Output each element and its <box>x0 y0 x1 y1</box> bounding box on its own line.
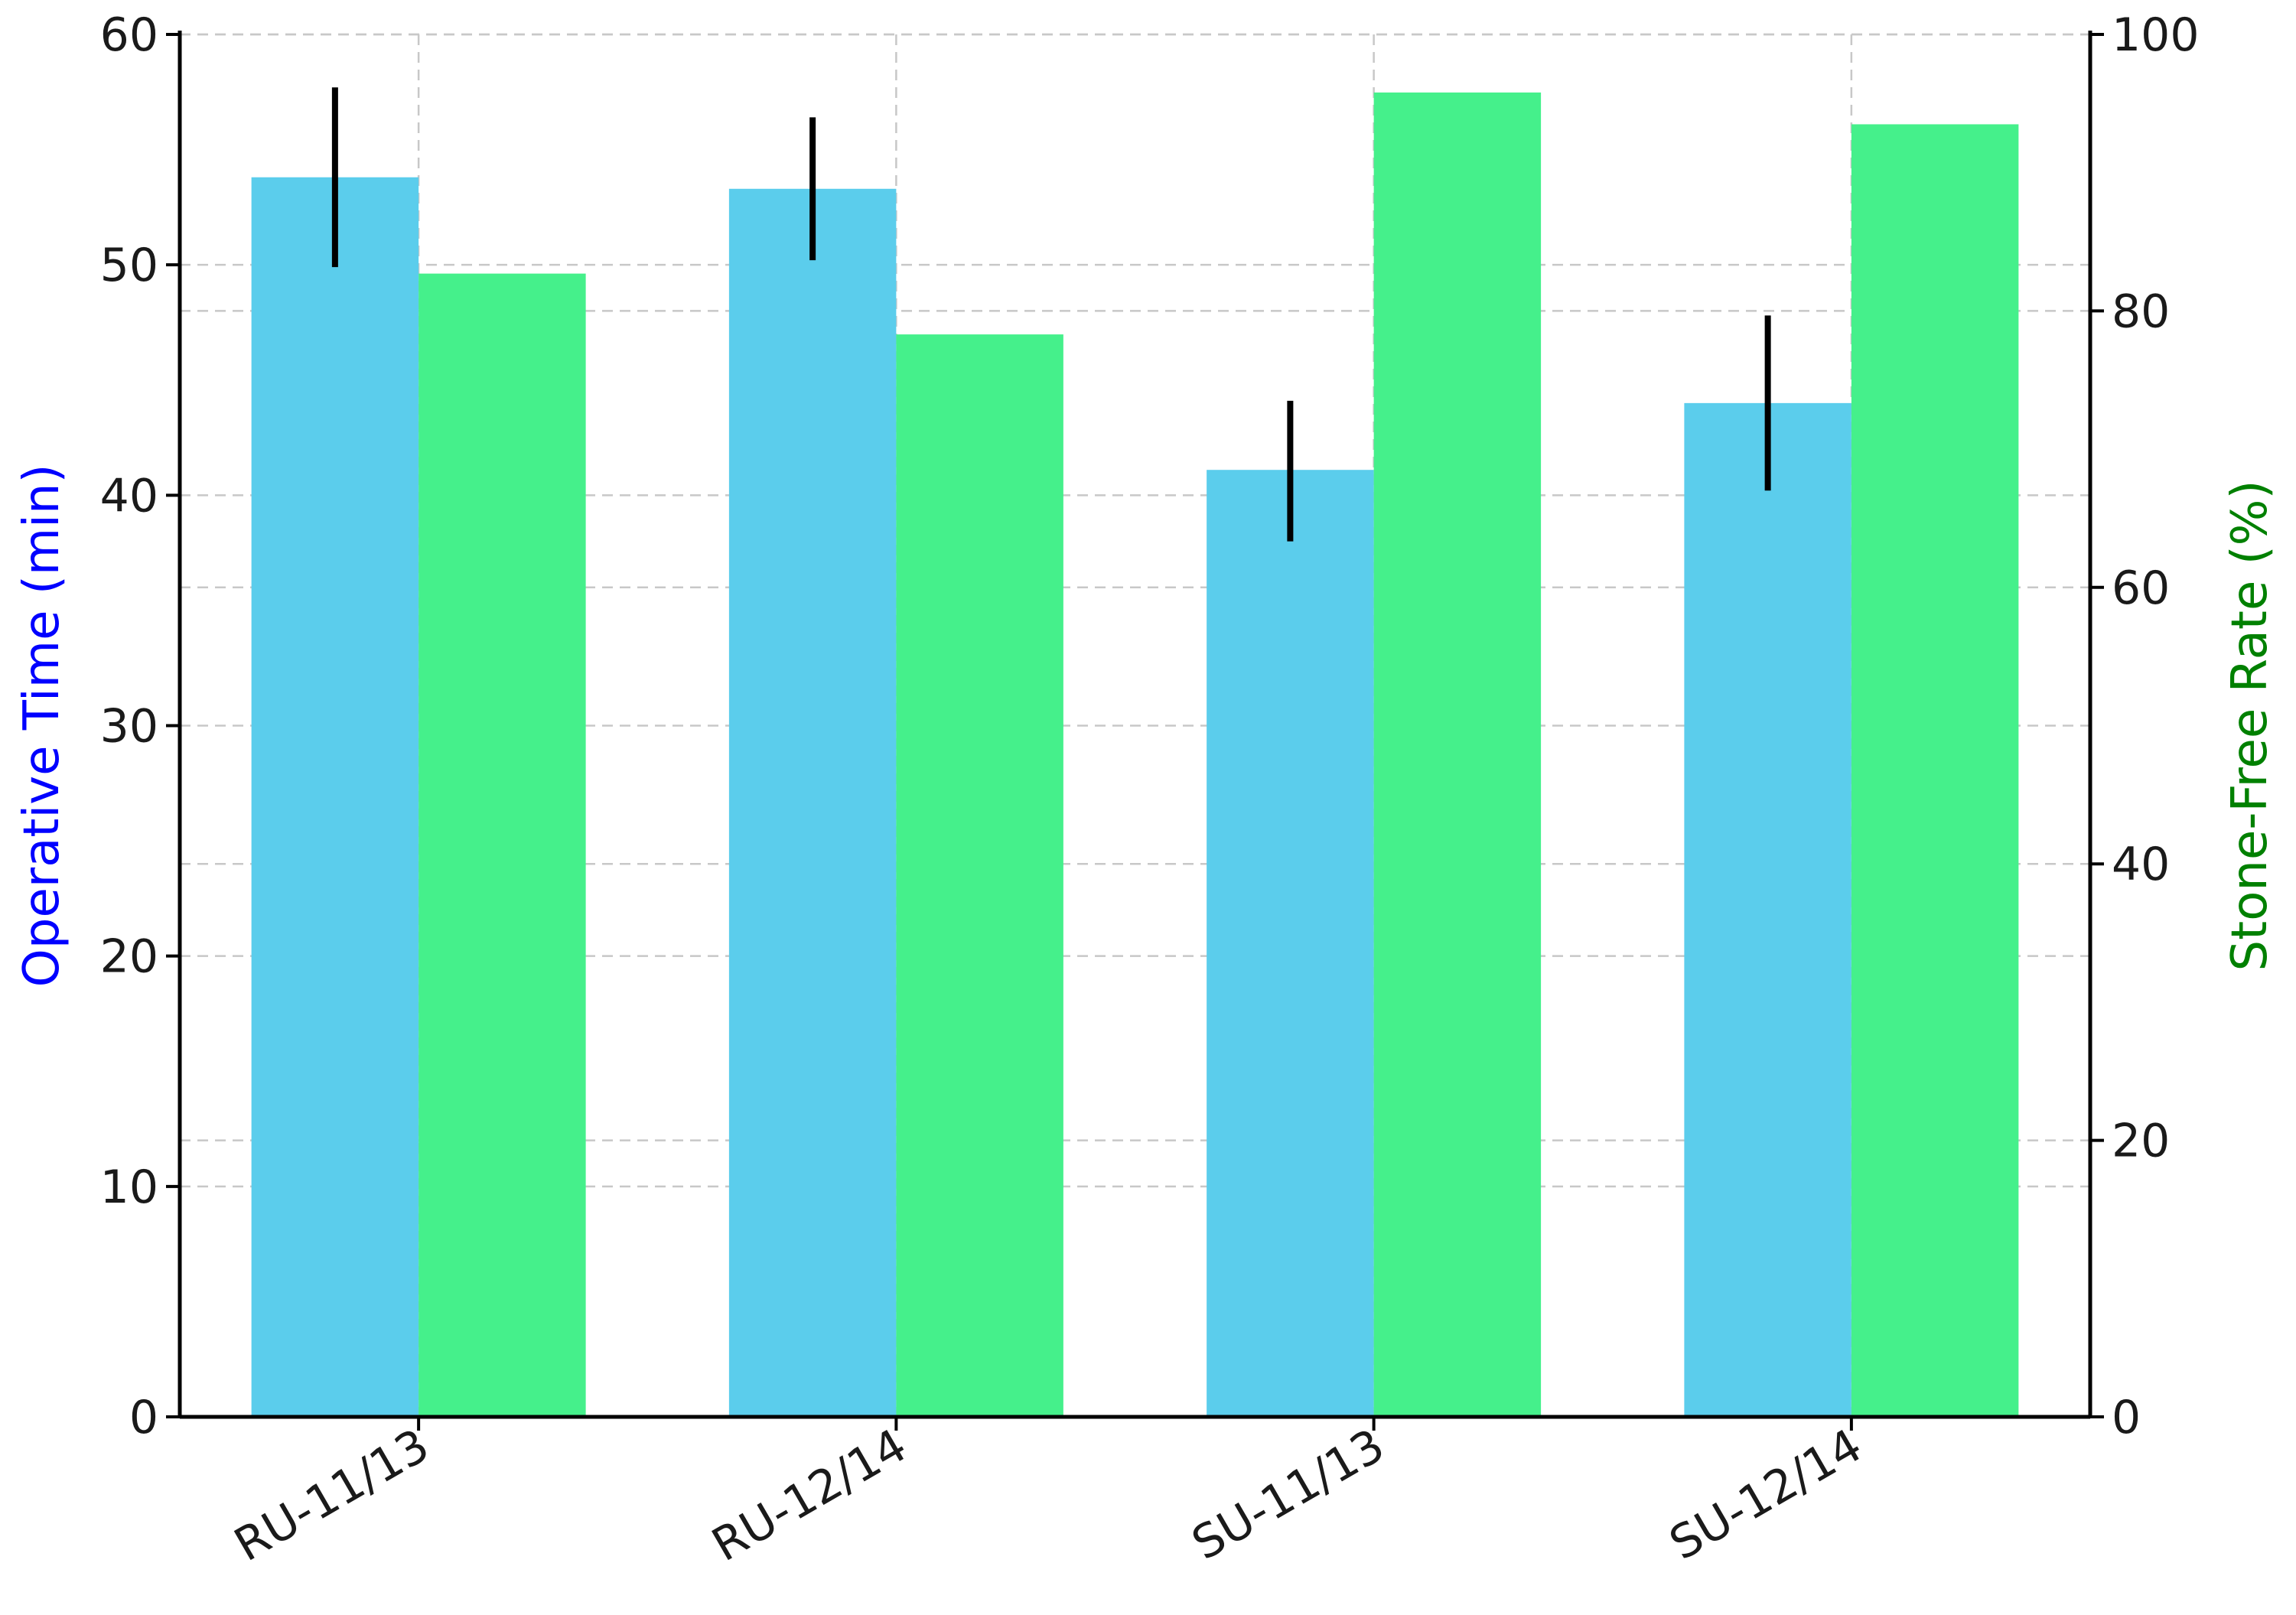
bar-left-0 <box>251 177 419 1417</box>
x-tick-label: RU-11/13 <box>226 1418 438 1572</box>
axes <box>166 31 2104 1431</box>
right-axis-title: Stone-Free Rate (%) <box>2222 480 2278 972</box>
left-tick-label: 40 <box>100 469 158 523</box>
bar-left-2 <box>1207 470 1374 1417</box>
left-tick-label: 20 <box>100 930 158 984</box>
bars <box>251 92 2019 1418</box>
right-tick-label: 60 <box>2112 562 2170 615</box>
left-tick-label: 60 <box>100 8 158 62</box>
bar-left-3 <box>1684 402 1851 1417</box>
left-tick-label: 30 <box>100 700 158 754</box>
left-tick-label: 0 <box>129 1391 158 1444</box>
left-tick-label: 10 <box>100 1161 158 1214</box>
bar-right-0 <box>418 273 586 1418</box>
right-tick-label: 40 <box>2112 838 2170 891</box>
left-axis-title: Operative Time (min) <box>14 464 70 988</box>
right-tick-label: 100 <box>2112 8 2200 62</box>
x-tick-label: SU-12/14 <box>1661 1418 1871 1571</box>
bar-right-2 <box>1373 92 1542 1417</box>
left-tick-label: 50 <box>100 239 158 292</box>
bar-left-1 <box>728 188 897 1418</box>
error-bars <box>331 87 1771 542</box>
right-tick-label: 20 <box>2112 1115 2170 1168</box>
right-tick-label: 80 <box>2112 285 2170 338</box>
x-tick-label: SU-11/13 <box>1184 1418 1394 1571</box>
x-tick-label: RU-12/14 <box>703 1418 916 1572</box>
bar-right-3 <box>1851 124 2019 1418</box>
right-tick-label: 0 <box>2112 1391 2141 1444</box>
bar-right-1 <box>896 334 1063 1417</box>
